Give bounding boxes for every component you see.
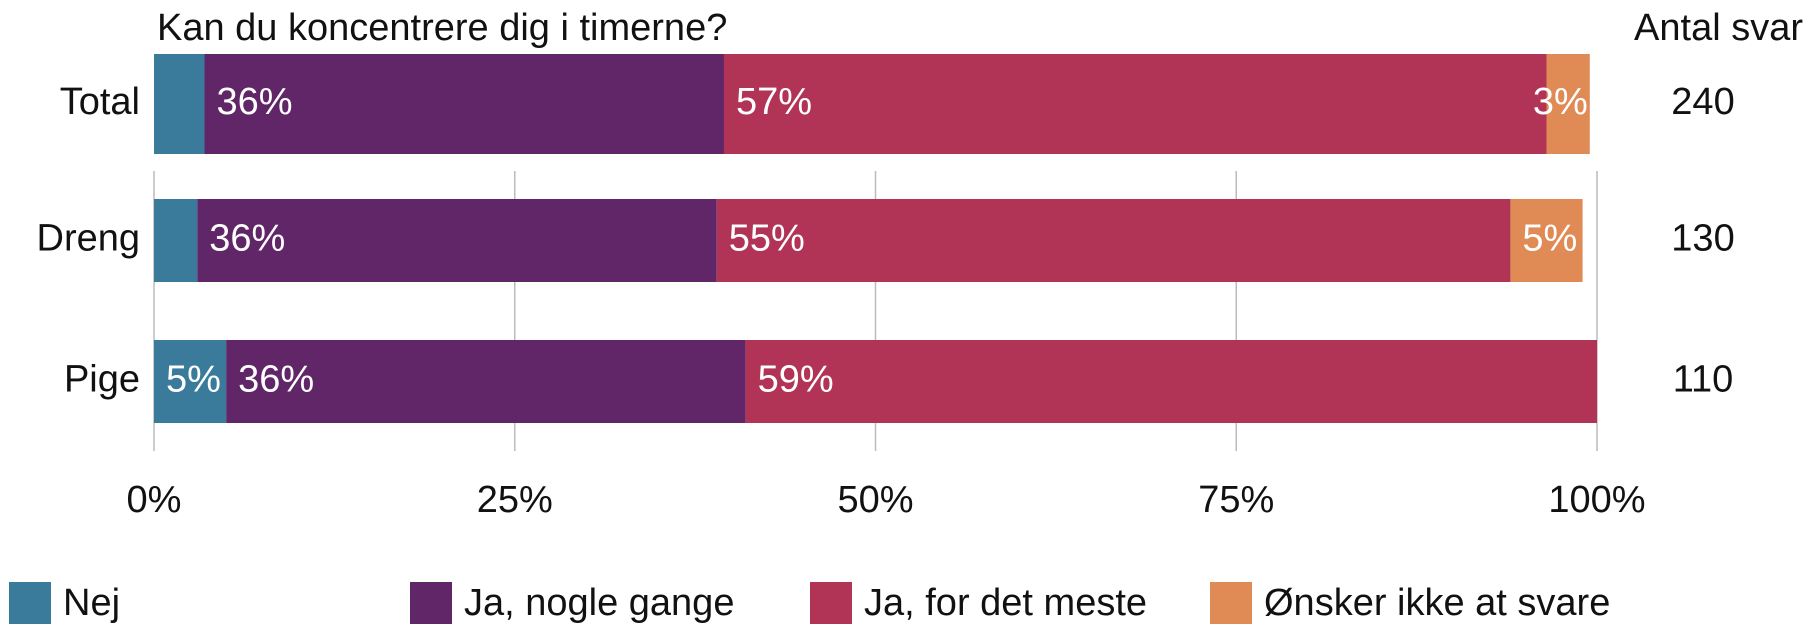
legend-swatch — [1210, 582, 1252, 624]
category-label: Pige — [64, 359, 140, 401]
bar-segment — [154, 340, 227, 423]
x-tick-label: 75% — [1198, 479, 1274, 521]
data-label: 3% — [1533, 81, 1588, 123]
bar-segment — [226, 340, 746, 423]
data-label: 5% — [1522, 218, 1577, 260]
x-tick-label: 0% — [127, 479, 182, 521]
bar-segment — [1546, 54, 1590, 154]
legend-swatch — [810, 582, 852, 624]
data-label: 55% — [729, 218, 805, 260]
bar-segment — [154, 54, 205, 154]
bar-segment — [716, 199, 1511, 282]
data-label: 36% — [209, 218, 285, 260]
chart-title: Kan du koncentrere dig i timerne? — [157, 7, 727, 49]
count-label: 240 — [1671, 81, 1734, 123]
data-label: 36% — [217, 81, 293, 123]
legend-label: Nej — [63, 582, 120, 624]
legend-label: Ønsker ikke at svare — [1264, 582, 1610, 624]
x-tick-label: 50% — [837, 479, 913, 521]
data-label: 36% — [238, 359, 314, 401]
category-label: Total — [60, 81, 140, 123]
category-label: Dreng — [37, 218, 141, 260]
bar-segment — [1510, 199, 1583, 282]
bar-segment — [723, 54, 1547, 154]
bar-segment — [154, 199, 198, 282]
data-label: 5% — [166, 359, 221, 401]
count-title: Antal svar — [1634, 7, 1803, 49]
legend-swatch — [9, 582, 51, 624]
data-label: 57% — [736, 81, 812, 123]
x-tick-label: 25% — [477, 479, 553, 521]
data-label: 59% — [758, 359, 834, 401]
bar-segment — [197, 199, 717, 282]
x-tick-label: 100% — [1548, 479, 1645, 521]
legend-label: Ja, for det meste — [864, 582, 1147, 624]
bar-segment — [204, 54, 724, 154]
legend-swatch — [410, 582, 452, 624]
legend-label: Ja, nogle gange — [464, 582, 734, 624]
bar-segment — [745, 340, 1597, 423]
count-label: 110 — [1673, 359, 1734, 401]
count-label: 130 — [1671, 218, 1734, 260]
